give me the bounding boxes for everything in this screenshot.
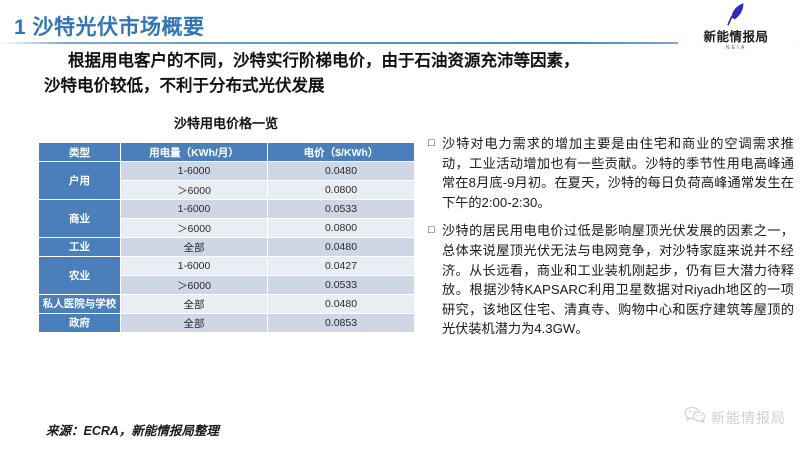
cell-price: 0.0480 <box>267 237 415 257</box>
slide-subtitle: 根据用电客户的不同，沙特实行阶梯电价，由于石油资源充沛等因素， 沙特电价较低，不… <box>44 49 744 99</box>
cell-price: 0.0800 <box>267 180 415 200</box>
cell-price: 0.0480 <box>267 294 415 314</box>
cell-price: 0.0533 <box>267 275 415 295</box>
cell-price: 0.0800 <box>267 218 415 238</box>
cell-usage: 全部 <box>120 313 268 333</box>
brand-name: 新能情报局 <box>703 30 769 44</box>
cell-usage: 全部 <box>120 294 268 314</box>
wechat-icon <box>684 406 706 429</box>
brand-logo: 新能情报局 NEIA <box>678 0 794 51</box>
table-row: ＞6000 0.0800 <box>39 218 415 238</box>
cell-type: 私人医院与学校 <box>38 294 121 314</box>
watermark: 新能情报局 <box>684 406 786 429</box>
cell-price: 0.0480 <box>267 161 415 181</box>
cell-type: 户用 <box>38 161 121 200</box>
electricity-price-table: 类型 用电量（KWh/月） 电价（$/KWh） 户用 1-6000 0.0480 ＞6… <box>38 142 415 333</box>
column-header-price: 电价（$/KWh） <box>267 142 415 162</box>
cell-usage: ＞6000 <box>120 275 268 295</box>
table-row: 私人医院与学校 全部 0.0480 <box>38 294 415 314</box>
subtitle-line-1: 根据用电客户的不同，沙特实行阶梯电价，由于石油资源充沛等因素， <box>68 52 580 70</box>
table-row: 农业 1-6000 0.0427 <box>38 256 415 295</box>
cell-type: 工业 <box>38 237 121 257</box>
table-head: 类型 用电量（KWh/月） 电价（$/KWh） <box>38 142 415 162</box>
subtitle-line-2: 沙特电价较低，不利于分布式光伏发展 <box>44 77 325 95</box>
cell-usage: ＞6000 <box>120 180 268 200</box>
bullet-text: 沙特的居民用电电价过低是影响屋顶光伏发展的因素之一，总体来说屋顶光伏无法与电网竞… <box>442 223 794 337</box>
bullet-item: □ 沙特对电力需求的增加主要是由住宅和商业的空调需求推动，工业活动增加也有一些贡献… <box>428 134 794 212</box>
bullet-square-icon: □ <box>428 137 435 149</box>
table-row: 工业 全部 0.0480 <box>38 237 415 257</box>
table-row: 政府 全部 0.0853 <box>38 313 415 333</box>
feather-quill-icon <box>723 1 749 32</box>
table-row: ＞6000 0.0800 <box>39 180 415 200</box>
table-row: ＞6000 0.0533 <box>39 275 415 295</box>
cell-type: 政府 <box>38 313 121 333</box>
watermark-label: 新能情报局 <box>711 409 786 426</box>
table-row: 户用 1-6000 0.0480 <box>38 161 415 200</box>
cell-usage: ＞6000 <box>120 218 268 238</box>
source-note: 来源：ECRA，新能情报局整理 <box>46 424 219 438</box>
table-caption: 沙特用电价格一览 <box>173 116 278 131</box>
cell-price: 0.0853 <box>267 313 415 333</box>
cell-usage: 1-6000 <box>120 256 268 276</box>
cell-type: 农业 <box>38 256 121 295</box>
table-header-row: 类型 用电量（KWh/月） 电价（$/KWh） <box>38 142 415 162</box>
bullet-text: 沙特对电力需求的增加主要是由住宅和商业的空调需求推动，工业活动增加也有一些贡献。… <box>442 136 794 210</box>
cell-usage: 1-6000 <box>120 161 268 181</box>
cell-type: 商业 <box>38 199 121 238</box>
brand-subtitle: NEIA <box>725 45 747 51</box>
cell-price: 0.0533 <box>267 199 415 219</box>
bullet-list: □ 沙特对电力需求的增加主要是由住宅和商业的空调需求推动，工业活动增加也有一些贡献… <box>428 134 794 348</box>
column-header-usage: 用电量（KWh/月） <box>120 142 268 162</box>
header-divider <box>0 42 800 44</box>
cell-usage: 全部 <box>120 237 268 257</box>
bullet-square-icon: □ <box>428 224 435 237</box>
table-row: 商业 1-6000 0.0533 <box>38 199 415 238</box>
cell-usage: 1-6000 <box>120 199 268 219</box>
table-body: 户用 1-6000 0.0480 ＞6000 0.0800 商业 1-6000 0.0533 ＞… <box>38 161 415 333</box>
bullet-item: □ 沙特的居民用电电价过低是影响屋顶光伏发展的因素之一，总体来说屋顶光伏无法与电网… <box>428 221 794 339</box>
column-header-type: 类型 <box>38 142 121 162</box>
cell-price: 0.0427 <box>267 256 415 276</box>
page-title: 1 沙特光伏市场概要 <box>14 16 205 39</box>
